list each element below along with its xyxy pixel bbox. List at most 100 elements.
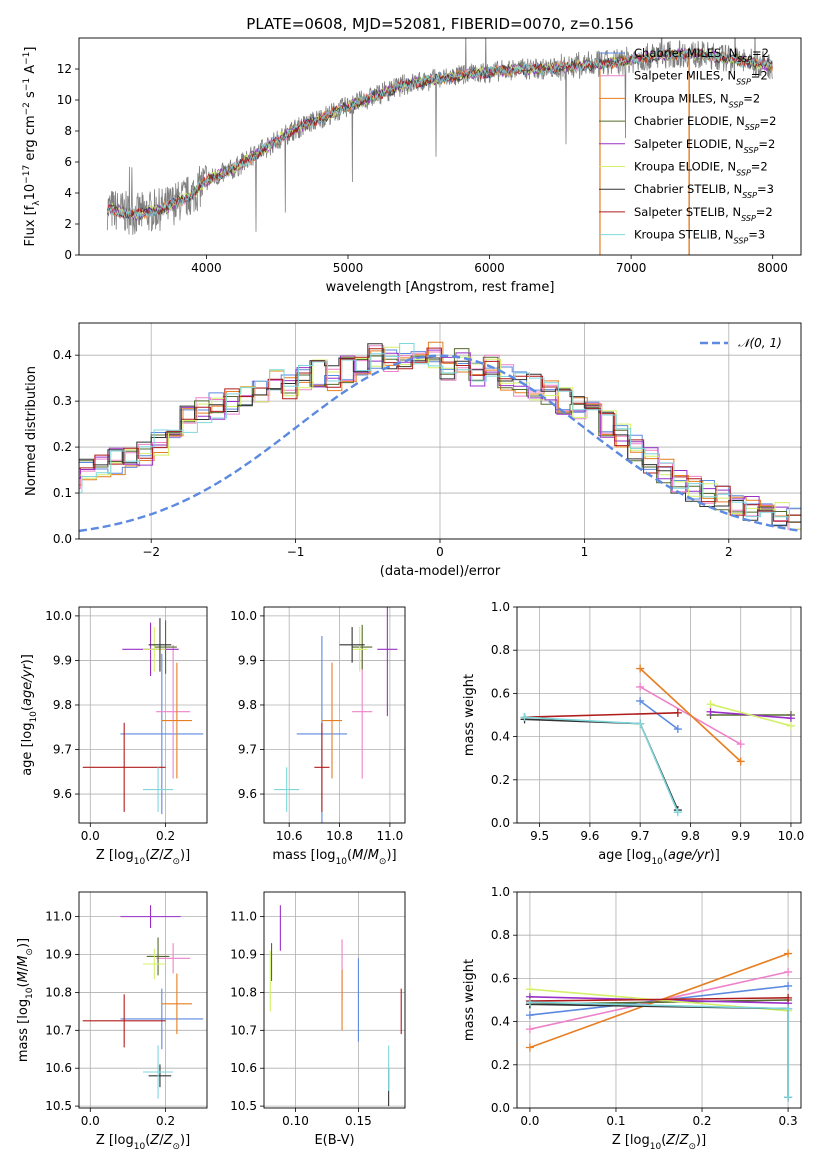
errorbar-point bbox=[143, 627, 166, 672]
label-part: / bbox=[159, 848, 164, 863]
label-part: −1 bbox=[22, 78, 32, 91]
label-part: 10 bbox=[23, 184, 38, 201]
legend-label-sub: SSP bbox=[736, 77, 751, 86]
y-tick-label: 10.9 bbox=[45, 948, 72, 962]
legend-label-tail: =2 bbox=[751, 160, 768, 174]
y-tick-label: 10.5 bbox=[45, 1099, 72, 1113]
legend-label-text: Chabrier ELODIE, N bbox=[634, 114, 745, 128]
legend-label-text: Salpeter ELODIE, N bbox=[634, 137, 744, 151]
panel-mass-vs-z: 0.0 0.210.510.610.710.810.911.0Z [log10(Z… bbox=[16, 891, 208, 1152]
y-tick-label: 2 bbox=[64, 217, 72, 231]
y-tick-label: 9.9 bbox=[238, 653, 257, 667]
label-part: )] bbox=[180, 848, 190, 863]
y-tick-label: 10.6 bbox=[230, 1061, 257, 1075]
x-tick-label: 0.2 bbox=[692, 1114, 711, 1128]
weight-marker bbox=[673, 808, 682, 817]
y-tick-label: 0.4 bbox=[491, 730, 510, 744]
errorbar-point bbox=[148, 618, 172, 672]
legend-label-text: Chabrier STELIB, N bbox=[634, 182, 742, 196]
x-tick-label: 4000 bbox=[191, 261, 222, 275]
label-part: ( bbox=[663, 848, 668, 863]
legend-label: Chabrier MILES, NSSP=2 bbox=[634, 46, 769, 64]
label-part: −1 bbox=[22, 52, 32, 65]
weight-marker bbox=[673, 708, 682, 717]
x-tick-label: 7000 bbox=[616, 261, 647, 275]
weight-marker bbox=[736, 740, 745, 749]
x-tick-label: 10.0 bbox=[778, 829, 805, 843]
plot-area bbox=[106, 38, 773, 255]
y-tick-label: 9.6 bbox=[53, 787, 72, 801]
x-axis-label: mass [log10(M/M⊙)] bbox=[272, 848, 396, 867]
weight-line bbox=[529, 997, 789, 1002]
label-part: )] bbox=[16, 938, 31, 948]
x-tick-label: 9.9 bbox=[731, 829, 750, 843]
legend-label: Kroupa MILES, NSSP=2 bbox=[634, 91, 760, 109]
x-tick-label: 8000 bbox=[757, 261, 788, 275]
y-tick-label: 10.8 bbox=[230, 985, 257, 999]
errorbar-point bbox=[82, 994, 166, 1048]
y-axis-label: mass weight bbox=[462, 674, 477, 756]
weight-line bbox=[639, 700, 679, 730]
y-tick-label: 6 bbox=[64, 155, 72, 169]
plot-area bbox=[264, 892, 405, 1108]
y-tick-label: 9.7 bbox=[238, 743, 257, 757]
y-axis-label: Normed distribution bbox=[24, 366, 39, 496]
label-part: ⊙ bbox=[688, 1142, 696, 1152]
label-part: −2 bbox=[22, 102, 32, 115]
axes-frame bbox=[78, 606, 208, 824]
y-tick-label: 0.0 bbox=[491, 816, 510, 830]
y-tick-label: 0.2 bbox=[53, 440, 72, 454]
axes-frame bbox=[516, 891, 802, 1109]
x-tick-label: 0.0 bbox=[520, 1114, 539, 1128]
legend-label-text: Salpeter MILES, N bbox=[634, 69, 736, 83]
axes-frame bbox=[263, 891, 406, 1109]
label-part: ( bbox=[145, 848, 150, 863]
label-part: ] bbox=[23, 47, 38, 52]
x-tick-label: 0.0 bbox=[81, 1114, 100, 1128]
label-part: mass [log bbox=[272, 848, 335, 863]
normal-curve bbox=[79, 354, 801, 533]
y-tick-label: 10.8 bbox=[45, 985, 72, 999]
weight-line bbox=[529, 1001, 789, 1098]
label-part: ( bbox=[20, 706, 35, 711]
y-tick-label: 10.0 bbox=[230, 609, 257, 623]
panel-spectrum: 4000 5000 6000 7000 8000 0 2 4 6 8 10 12 wavelength … bbox=[22, 37, 802, 295]
x-tick-label: −1 bbox=[287, 545, 305, 559]
legend-label-tail: =2 bbox=[752, 46, 769, 60]
legend-label-text: Chabrier MILES, N bbox=[634, 46, 737, 60]
label-part: M bbox=[368, 848, 379, 863]
y-tick-label: 0.2 bbox=[491, 1058, 510, 1072]
panel-age-vs-z: 0.0 0.29.69.79.89.910.0Z [log10(Z/Z⊙)]age… bbox=[20, 606, 208, 867]
errorbar-point bbox=[377, 607, 398, 717]
histogram-step bbox=[79, 343, 801, 518]
label-part: ⊙ bbox=[25, 948, 35, 956]
label-part: / bbox=[159, 1133, 164, 1148]
legend-label-sub: SSP bbox=[745, 123, 760, 132]
y-tick-label: 4 bbox=[64, 186, 72, 200]
y-tick-label: 0.8 bbox=[491, 928, 510, 942]
label-part: Z bbox=[163, 1133, 174, 1148]
plot-area bbox=[79, 323, 801, 539]
legend-label-tail: =3 bbox=[757, 182, 774, 196]
weight-marker bbox=[784, 993, 793, 1002]
histogram-step bbox=[79, 345, 801, 530]
legend-label: Chabrier STELIB, NSSP=3 bbox=[634, 182, 774, 200]
label-part: Flux [f bbox=[23, 205, 38, 246]
weight-marker bbox=[636, 664, 645, 673]
x-tick-label: 0.15 bbox=[345, 1114, 372, 1128]
legend-label-tail: =2 bbox=[756, 205, 773, 219]
y-tick-label: 9.7 bbox=[53, 743, 72, 757]
errorbar-point bbox=[120, 905, 181, 928]
errorbar-point bbox=[161, 973, 192, 1035]
label-part: ( bbox=[347, 848, 352, 863]
plot-area bbox=[79, 892, 207, 1108]
legend-label: 𝒩(0, 1) bbox=[738, 336, 782, 350]
x-axis-label: wavelength [Angstrom, rest frame] bbox=[326, 280, 555, 295]
legend-label-tail: =2 bbox=[758, 137, 775, 151]
legend-label-sub: SSP bbox=[734, 236, 749, 245]
label-part: s bbox=[23, 91, 38, 102]
label-part: −17 bbox=[22, 165, 32, 184]
label-part: λ bbox=[32, 200, 42, 206]
weight-line bbox=[524, 718, 679, 811]
x-axis-label: (data-model)/error bbox=[380, 564, 501, 579]
